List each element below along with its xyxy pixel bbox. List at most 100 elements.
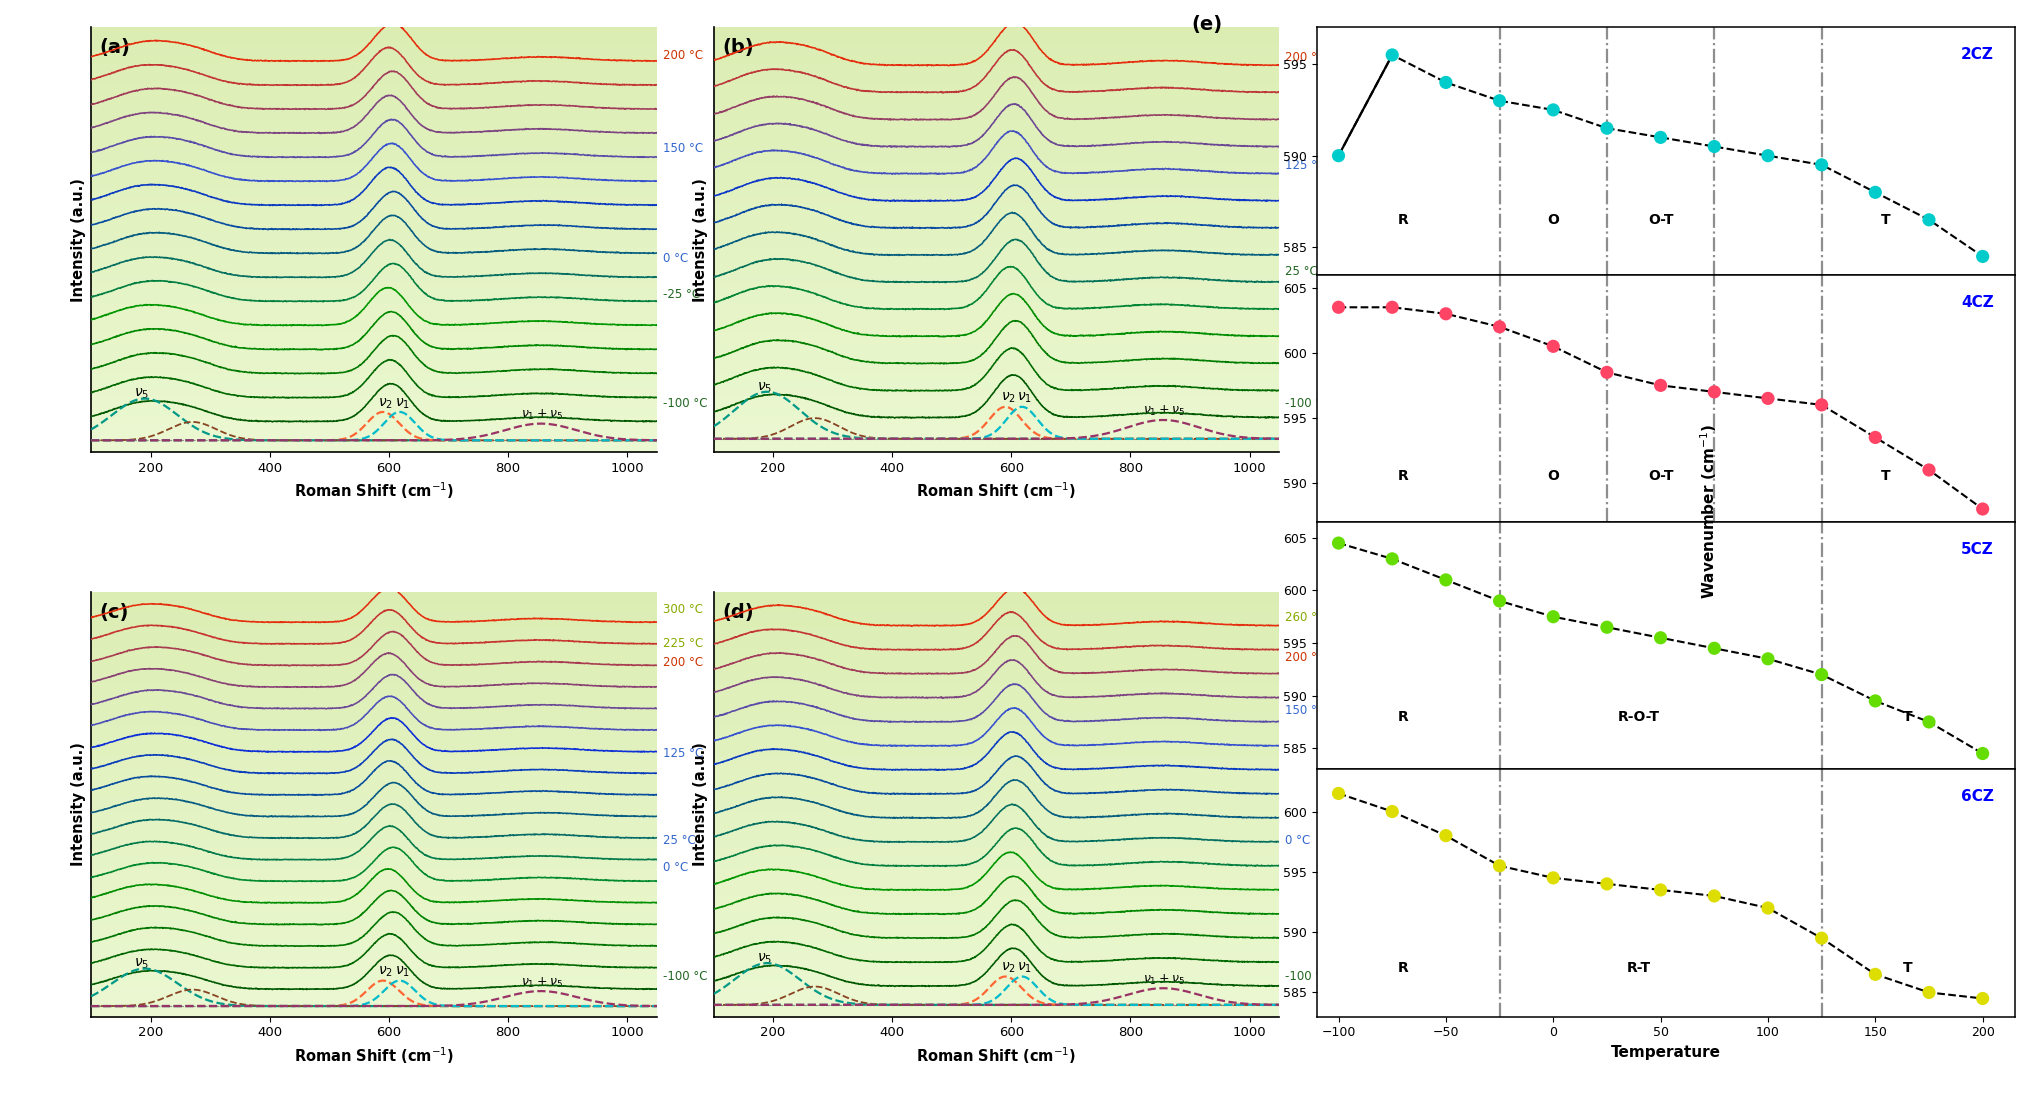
- Bar: [91, 225, 656, 233]
- Text: (c): (c): [99, 602, 130, 622]
- Bar: [91, 903, 656, 910]
- Bar: [713, 56, 1280, 63]
- Text: (e): (e): [1191, 15, 1223, 34]
- Bar: [91, 155, 656, 162]
- Bar: [91, 233, 656, 240]
- Bar: [713, 169, 1280, 176]
- Bar: [713, 733, 1280, 741]
- Bar: [713, 417, 1280, 424]
- Bar: [713, 846, 1280, 854]
- Bar: [713, 120, 1280, 126]
- Bar: [713, 402, 1280, 410]
- Bar: [713, 275, 1280, 282]
- Bar: [713, 147, 1280, 155]
- Bar: [713, 628, 1280, 634]
- Text: (a): (a): [99, 38, 130, 57]
- Bar: [91, 275, 656, 282]
- Bar: [91, 254, 656, 260]
- Bar: [91, 762, 656, 769]
- Text: O-T: O-T: [1648, 213, 1673, 226]
- Bar: [91, 741, 656, 747]
- Bar: [91, 599, 656, 607]
- Bar: [91, 784, 656, 790]
- Point: [1537, 101, 1569, 119]
- Point: [1430, 306, 1462, 323]
- Point: [1377, 551, 1409, 568]
- Text: $\nu_1+\nu_5$: $\nu_1+\nu_5$: [1144, 973, 1185, 987]
- Bar: [713, 141, 1280, 147]
- Bar: [713, 211, 1280, 219]
- Bar: [91, 106, 656, 112]
- Bar: [713, 77, 1280, 85]
- Text: $\nu_1+\nu_5$: $\nu_1+\nu_5$: [520, 976, 563, 989]
- Bar: [91, 332, 656, 338]
- Bar: [713, 656, 1280, 663]
- X-axis label: Roman Shift (cm$^{-1}$): Roman Shift (cm$^{-1}$): [917, 480, 1077, 501]
- Bar: [91, 882, 656, 889]
- Bar: [713, 677, 1280, 684]
- Bar: [713, 706, 1280, 712]
- Bar: [713, 790, 1280, 797]
- Bar: [713, 70, 1280, 77]
- Bar: [91, 77, 656, 85]
- Bar: [91, 790, 656, 797]
- Bar: [713, 607, 1280, 613]
- Bar: [91, 819, 656, 825]
- Text: 200 °C: 200 °C: [1286, 51, 1326, 64]
- Bar: [91, 720, 656, 726]
- Bar: [91, 198, 656, 204]
- Bar: [713, 988, 1280, 996]
- Point: [1699, 887, 1731, 904]
- Text: Wavenumber (cm$^{-1}$): Wavenumber (cm$^{-1}$): [1699, 423, 1719, 599]
- Bar: [91, 861, 656, 868]
- Bar: [91, 346, 656, 353]
- Bar: [713, 784, 1280, 790]
- Bar: [91, 840, 656, 846]
- Bar: [713, 620, 1280, 628]
- Text: 25 °C: 25 °C: [662, 834, 697, 847]
- Bar: [713, 981, 1280, 988]
- Bar: [91, 91, 656, 98]
- Bar: [713, 953, 1280, 959]
- Bar: [713, 932, 1280, 939]
- Bar: [91, 620, 656, 628]
- Bar: [713, 240, 1280, 247]
- Bar: [91, 910, 656, 918]
- Bar: [713, 431, 1280, 437]
- Bar: [713, 592, 1280, 599]
- Bar: [713, 91, 1280, 98]
- Bar: [713, 184, 1280, 190]
- Bar: [713, 27, 1280, 34]
- Point: [1966, 745, 1999, 763]
- Bar: [91, 706, 656, 712]
- Bar: [91, 56, 656, 63]
- Text: -100 °C: -100 °C: [1286, 397, 1330, 410]
- Text: O: O: [1547, 469, 1559, 484]
- Bar: [91, 698, 656, 706]
- Point: [1322, 534, 1355, 552]
- Bar: [713, 268, 1280, 275]
- Bar: [91, 268, 656, 275]
- Point: [1592, 120, 1624, 137]
- Text: 200 °C: 200 °C: [662, 48, 703, 62]
- Text: $\nu_5$: $\nu_5$: [757, 952, 772, 966]
- Bar: [713, 642, 1280, 648]
- Bar: [91, 437, 656, 445]
- Bar: [713, 974, 1280, 981]
- Bar: [91, 670, 656, 677]
- Bar: [713, 882, 1280, 889]
- Text: O-T: O-T: [1648, 469, 1673, 484]
- Bar: [713, 897, 1280, 903]
- Point: [1752, 147, 1784, 165]
- Bar: [91, 797, 656, 804]
- Bar: [713, 840, 1280, 846]
- Bar: [713, 868, 1280, 875]
- Text: 5CZ: 5CZ: [1960, 542, 1995, 557]
- Text: R-O-T: R-O-T: [1618, 710, 1660, 723]
- Bar: [91, 70, 656, 77]
- Bar: [91, 190, 656, 198]
- Point: [1752, 899, 1784, 917]
- Point: [1592, 364, 1624, 381]
- Bar: [713, 684, 1280, 691]
- Text: 125 °C: 125 °C: [1286, 159, 1326, 171]
